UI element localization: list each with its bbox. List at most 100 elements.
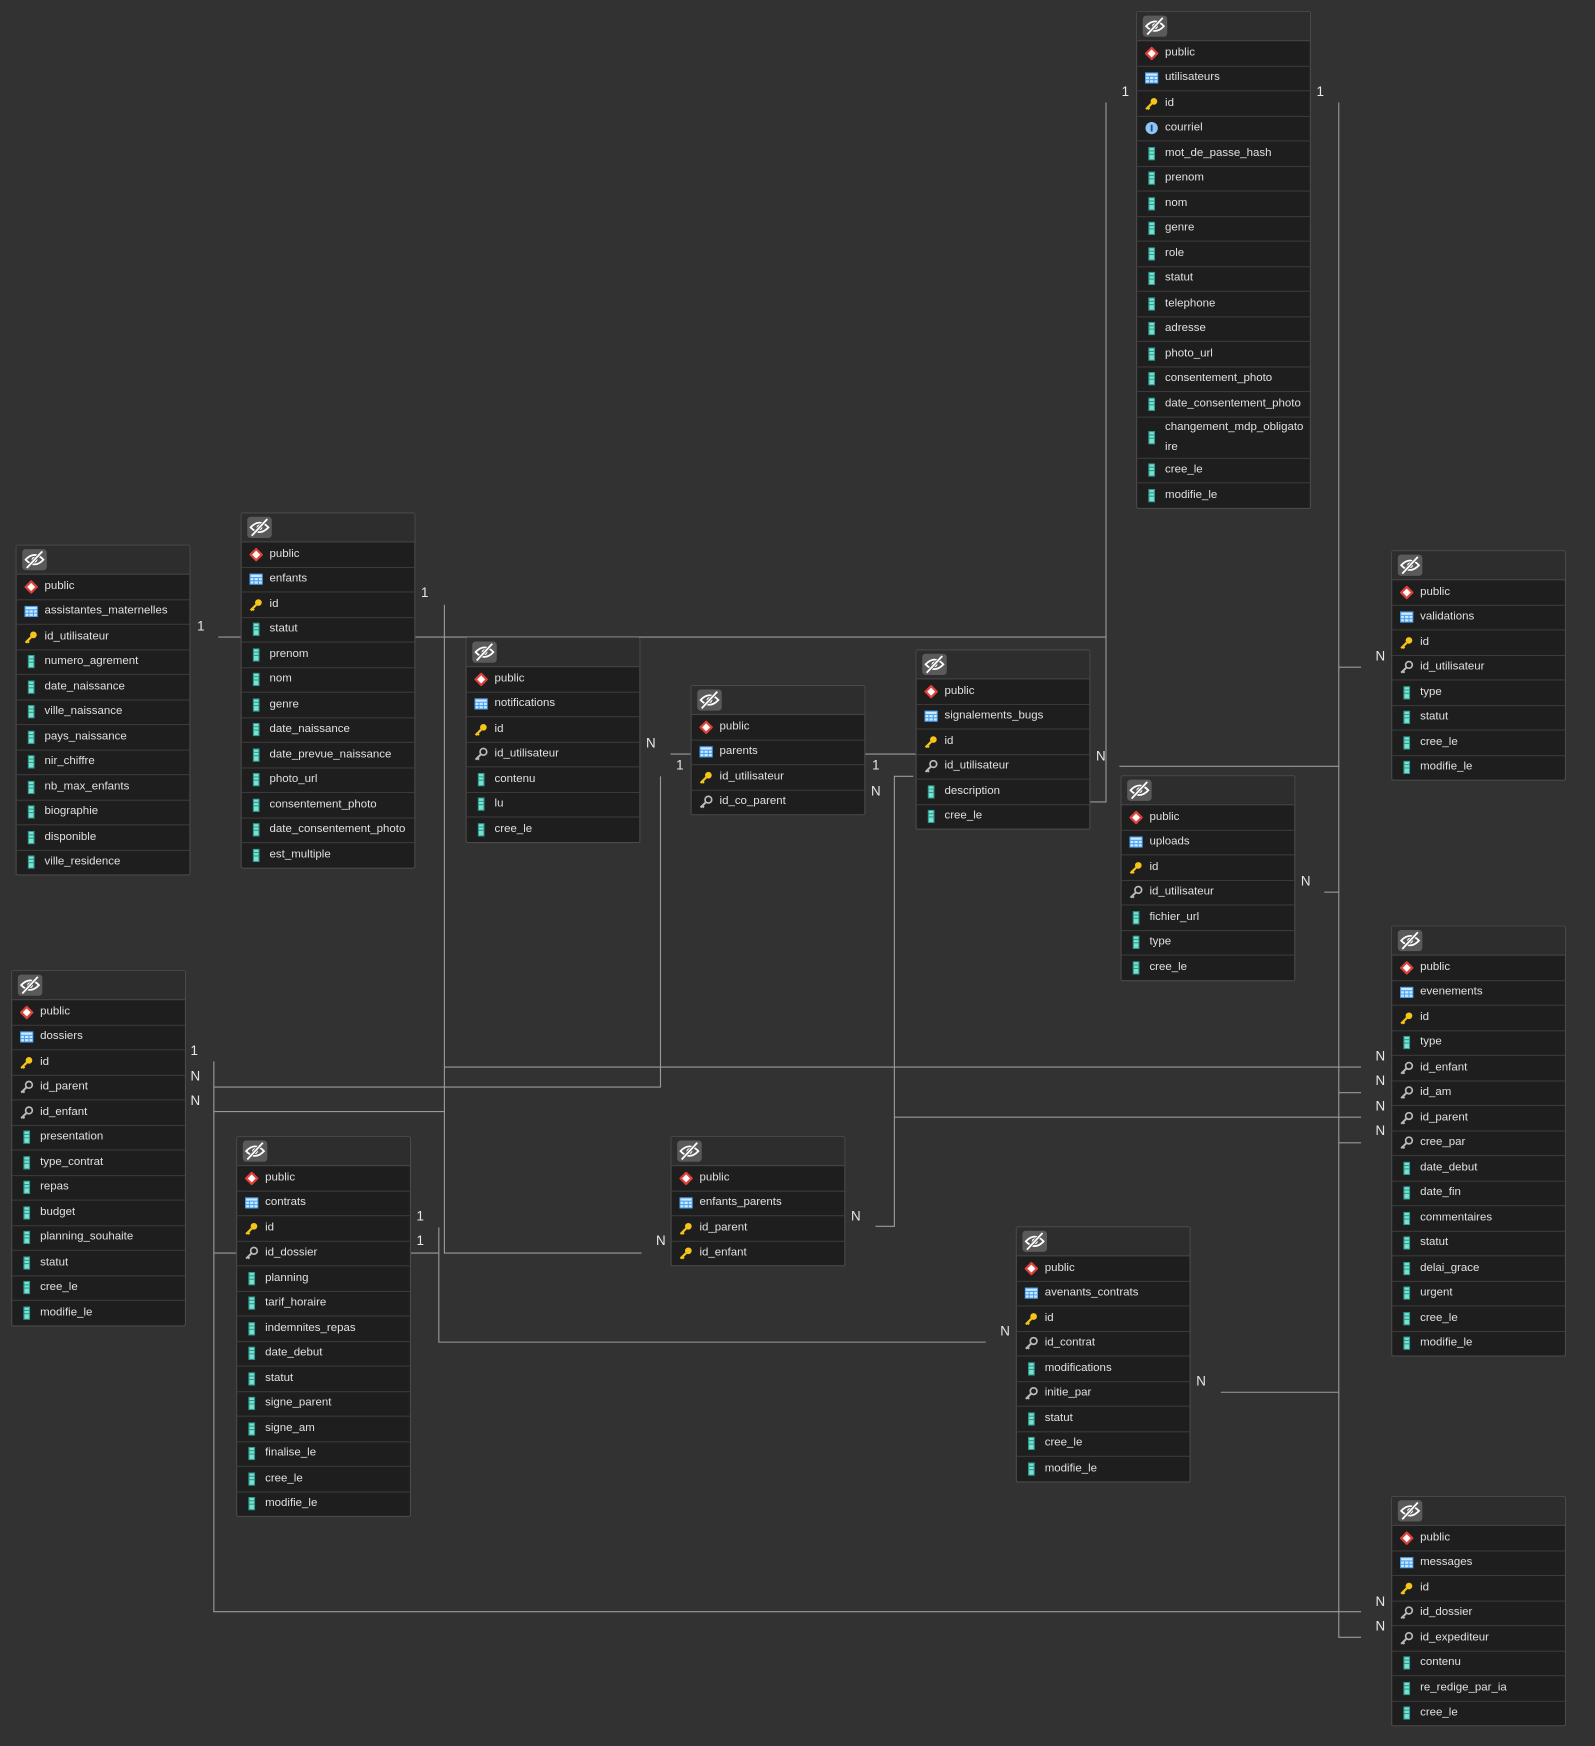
cardinality-label: N (1375, 648, 1386, 664)
table-row: enfants (241, 567, 415, 593)
table-row: id_utilisateur (16, 625, 190, 650)
table-header (237, 1137, 410, 1167)
row-text: statut (1044, 1412, 1073, 1425)
row-text: cree_le (40, 1281, 78, 1294)
row-text: id (1420, 635, 1430, 648)
visibility-toggle[interactable] (247, 516, 272, 538)
table-row: parents (691, 740, 865, 766)
table-row: utilisateurs (1137, 66, 1310, 92)
table-row: nom (1137, 192, 1310, 217)
visibility-toggle[interactable] (697, 689, 722, 711)
row-text: changement_mdp_obligatoire (1165, 420, 1304, 453)
table-row: public (1392, 580, 1565, 606)
visibility-toggle[interactable] (17, 974, 43, 996)
row-text: date_naissance (44, 680, 125, 693)
table-row: est_multiple (242, 843, 415, 867)
row-text: public (269, 547, 300, 560)
table-row: prenom (241, 643, 415, 668)
table-row: modifie_le (1017, 1457, 1190, 1481)
table-header (241, 513, 415, 543)
table-header (691, 686, 865, 716)
table-row: cree_le (12, 1276, 185, 1301)
table-row: date_debut (237, 1342, 410, 1367)
row-text: assistantes_maternelles (44, 605, 168, 618)
table-row: date_debut (1392, 1156, 1565, 1182)
table-row: date_fin (1392, 1181, 1565, 1207)
row-text: contenu (494, 772, 536, 785)
row-text: est_multiple (269, 848, 331, 861)
visibility-toggle[interactable] (242, 1140, 268, 1162)
row-text: cree_le (1420, 735, 1458, 749)
cardinality-label: N (1300, 873, 1311, 889)
visibility-toggle[interactable] (1142, 15, 1168, 37)
row-text: public (1165, 46, 1196, 59)
table-row: statut (1016, 1407, 1190, 1432)
table-row: public (16, 575, 190, 600)
row-text: uploads (1149, 835, 1190, 848)
table-row: repas (12, 1176, 185, 1201)
row-text: type (1420, 685, 1442, 699)
cardinality-label: N (1000, 1323, 1010, 1339)
row-text: id_utilisateur (1420, 660, 1485, 674)
row-text: public (699, 1171, 730, 1184)
table-row: id (466, 717, 640, 743)
visibility-toggle[interactable] (22, 549, 47, 571)
table-header (1137, 12, 1310, 42)
row-text: planning (265, 1271, 309, 1284)
visibility-toggle[interactable] (472, 641, 497, 663)
table-row: modifie_le (1137, 483, 1310, 507)
row-text: id_parent (699, 1221, 748, 1234)
cardinality-label: N (870, 783, 881, 799)
table-row: id_utilisateur (1121, 880, 1295, 906)
row-text: delai_grace (1420, 1261, 1480, 1274)
table-row: date_consentement_photo (241, 818, 415, 844)
row-text: id_enfant (40, 1105, 88, 1118)
row-text: ville_residence (44, 855, 121, 868)
row-text: id (1420, 1011, 1430, 1024)
row-text: date_prevue_naissance (269, 748, 392, 761)
table-row: id (241, 593, 415, 618)
row-text: cree_le (265, 1472, 303, 1485)
table-row: id_dossier (237, 1241, 410, 1267)
row-text: id_utilisateur (1149, 885, 1214, 899)
table-row: biographie (16, 800, 190, 826)
row-text: modifie_le (1165, 488, 1218, 501)
cardinality-label: N (850, 1208, 861, 1225)
row-text: date_debut (265, 1346, 323, 1360)
table-row: contrats (237, 1191, 410, 1217)
table-row: id (1392, 630, 1565, 656)
table-row: public (1392, 1526, 1565, 1551)
table-row: cree_le (467, 818, 640, 842)
visibility-toggle[interactable] (1397, 930, 1423, 952)
row-text: statut (1165, 272, 1194, 285)
visibility-toggle[interactable] (1022, 1230, 1047, 1252)
row-text: finalise_le (265, 1447, 317, 1460)
table-row: public (237, 1166, 410, 1192)
visibility-toggle[interactable] (677, 1140, 702, 1162)
table-header (1121, 776, 1295, 806)
entity-table: public enfants_parents id_parent id_enfant (670, 1136, 846, 1267)
row-text: lu (494, 797, 504, 811)
visibility-toggle[interactable] (922, 653, 947, 675)
row-text: indemnites_repas (265, 1321, 356, 1335)
visibility-toggle[interactable] (1397, 1500, 1423, 1522)
entity-table: public utilisateurs id courriel mot_de_passe… (1136, 11, 1311, 509)
table-row: id (1392, 1576, 1565, 1602)
row-text: modifie_le (1420, 1336, 1473, 1350)
table-row: description (916, 780, 1090, 805)
row-text: id_expediteur (1420, 1631, 1489, 1644)
row-text: cree_le (1044, 1437, 1083, 1450)
table-row: prenom (1137, 167, 1310, 192)
visibility-toggle[interactable] (1397, 554, 1423, 576)
visibility-toggle[interactable] (1127, 779, 1152, 801)
table-row: courriel (1137, 116, 1310, 142)
row-text: avenants_contrats (1044, 1286, 1139, 1299)
row-text: id (269, 597, 279, 611)
table-row: public (916, 679, 1090, 705)
row-text: signe_parent (265, 1396, 332, 1410)
row-text: cree_le (1420, 1706, 1458, 1719)
table-row: cree_par (1392, 1131, 1565, 1157)
row-text: fichier_url (1149, 910, 1200, 924)
row-text: type_contrat (40, 1155, 104, 1169)
row-text: photo_url (269, 773, 318, 786)
